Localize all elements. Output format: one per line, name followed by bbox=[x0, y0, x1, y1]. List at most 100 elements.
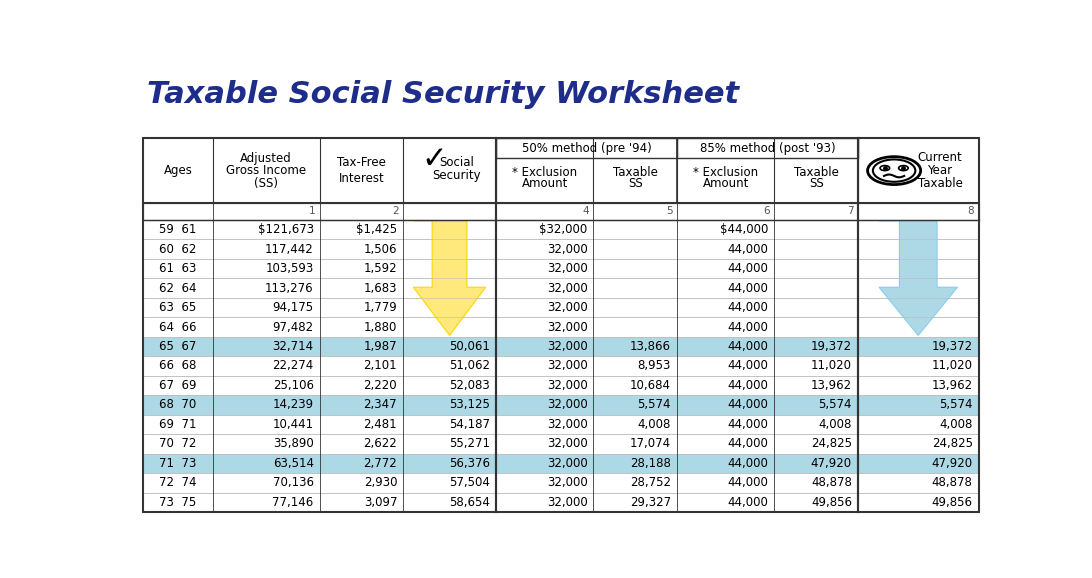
Text: Taxable: Taxable bbox=[613, 166, 657, 179]
Bar bbox=[143, 138, 978, 512]
Bar bbox=[143, 220, 978, 239]
Text: ✓: ✓ bbox=[422, 145, 447, 174]
Text: 47,920: 47,920 bbox=[811, 457, 852, 470]
Text: 44,000: 44,000 bbox=[727, 243, 769, 255]
Text: 44,000: 44,000 bbox=[727, 438, 769, 450]
Bar bbox=[143, 239, 978, 259]
Text: 32,000: 32,000 bbox=[547, 398, 587, 412]
Bar bbox=[858, 317, 978, 337]
Text: 65  67: 65 67 bbox=[159, 340, 197, 353]
Text: (SS): (SS) bbox=[254, 176, 278, 190]
Text: 32,000: 32,000 bbox=[547, 457, 587, 470]
Text: 44,000: 44,000 bbox=[727, 281, 769, 295]
Bar bbox=[143, 473, 978, 492]
Text: 32,000: 32,000 bbox=[547, 243, 587, 255]
Text: 71  73: 71 73 bbox=[159, 457, 197, 470]
Text: 13,962: 13,962 bbox=[931, 379, 973, 392]
Text: Amount: Amount bbox=[522, 177, 568, 190]
Bar bbox=[143, 356, 978, 376]
Text: Gross Income: Gross Income bbox=[226, 164, 307, 177]
Text: 85% method (post '93): 85% method (post '93) bbox=[700, 142, 835, 154]
Text: 32,000: 32,000 bbox=[547, 418, 587, 431]
Text: Year: Year bbox=[927, 164, 952, 177]
Bar bbox=[143, 298, 978, 317]
Text: 14,239: 14,239 bbox=[273, 398, 313, 412]
Text: $121,673: $121,673 bbox=[258, 223, 313, 236]
Text: 25,106: 25,106 bbox=[273, 379, 313, 392]
Text: 44,000: 44,000 bbox=[727, 321, 769, 334]
Text: 70  72: 70 72 bbox=[159, 438, 197, 450]
Text: 58,654: 58,654 bbox=[449, 496, 490, 509]
Text: 44,000: 44,000 bbox=[727, 360, 769, 372]
Text: 2,481: 2,481 bbox=[364, 418, 397, 431]
Text: 77,146: 77,146 bbox=[272, 496, 313, 509]
Text: 2,772: 2,772 bbox=[364, 457, 397, 470]
Text: 2,622: 2,622 bbox=[364, 438, 397, 450]
Bar bbox=[143, 454, 978, 473]
Text: 117,442: 117,442 bbox=[265, 243, 313, 255]
Text: 11,020: 11,020 bbox=[931, 360, 973, 372]
Text: 57,504: 57,504 bbox=[449, 476, 490, 490]
Bar bbox=[143, 203, 978, 220]
Text: 5,574: 5,574 bbox=[638, 398, 670, 412]
Bar bbox=[143, 317, 978, 337]
Text: 1,880: 1,880 bbox=[364, 321, 397, 334]
Text: 24,825: 24,825 bbox=[931, 438, 973, 450]
Text: 4: 4 bbox=[582, 206, 590, 216]
Text: 1,506: 1,506 bbox=[364, 243, 397, 255]
Text: 51,062: 51,062 bbox=[449, 360, 490, 372]
Text: 64  66: 64 66 bbox=[159, 321, 197, 334]
Text: 6: 6 bbox=[763, 206, 770, 216]
Text: 56,376: 56,376 bbox=[449, 457, 490, 470]
Text: 11,020: 11,020 bbox=[811, 360, 852, 372]
Bar bbox=[496, 138, 677, 158]
Text: SS: SS bbox=[809, 177, 823, 190]
Text: Security: Security bbox=[432, 169, 480, 181]
Text: 50,061: 50,061 bbox=[449, 340, 490, 353]
Text: 44,000: 44,000 bbox=[727, 262, 769, 275]
Text: Taxable: Taxable bbox=[794, 166, 839, 179]
Text: 10,441: 10,441 bbox=[273, 418, 313, 431]
Text: 66  68: 66 68 bbox=[159, 360, 197, 372]
Text: 69  71: 69 71 bbox=[159, 418, 197, 431]
Text: 17,074: 17,074 bbox=[630, 438, 670, 450]
Text: 44,000: 44,000 bbox=[727, 340, 769, 353]
Bar bbox=[858, 298, 978, 317]
Text: Adjusted: Adjusted bbox=[240, 151, 293, 165]
Text: 63  65: 63 65 bbox=[159, 301, 197, 314]
Bar bbox=[143, 395, 978, 415]
Text: 1,987: 1,987 bbox=[364, 340, 397, 353]
Text: 35,890: 35,890 bbox=[273, 438, 313, 450]
Text: 32,000: 32,000 bbox=[547, 340, 587, 353]
Text: 113,276: 113,276 bbox=[265, 281, 313, 295]
Text: Interest: Interest bbox=[339, 172, 384, 185]
Text: 44,000: 44,000 bbox=[727, 476, 769, 490]
Bar bbox=[143, 337, 978, 356]
Text: 19,372: 19,372 bbox=[931, 340, 973, 353]
Text: Social: Social bbox=[439, 156, 474, 169]
Bar bbox=[858, 259, 978, 278]
Text: 1,592: 1,592 bbox=[364, 262, 397, 275]
Text: 44,000: 44,000 bbox=[727, 398, 769, 412]
Text: Amount: Amount bbox=[702, 177, 749, 190]
Text: 48,878: 48,878 bbox=[931, 476, 973, 490]
Text: 53,125: 53,125 bbox=[449, 398, 490, 412]
Text: 32,000: 32,000 bbox=[547, 321, 587, 334]
Text: 32,714: 32,714 bbox=[273, 340, 313, 353]
Text: 59  61: 59 61 bbox=[159, 223, 197, 236]
Text: 103,593: 103,593 bbox=[265, 262, 313, 275]
Text: Ages: Ages bbox=[164, 164, 192, 177]
Text: 8: 8 bbox=[968, 206, 974, 216]
Text: 72  74: 72 74 bbox=[159, 476, 197, 490]
Text: 5,574: 5,574 bbox=[819, 398, 852, 412]
Bar bbox=[143, 259, 978, 278]
Text: 1,779: 1,779 bbox=[364, 301, 397, 314]
Text: 29,327: 29,327 bbox=[630, 496, 670, 509]
Text: 1,683: 1,683 bbox=[364, 281, 397, 295]
Bar bbox=[143, 434, 978, 454]
Text: 13,866: 13,866 bbox=[630, 340, 670, 353]
Text: 1: 1 bbox=[309, 206, 316, 216]
Text: 68  70: 68 70 bbox=[159, 398, 197, 412]
Text: 44,000: 44,000 bbox=[727, 496, 769, 509]
Text: $44,000: $44,000 bbox=[720, 223, 769, 236]
